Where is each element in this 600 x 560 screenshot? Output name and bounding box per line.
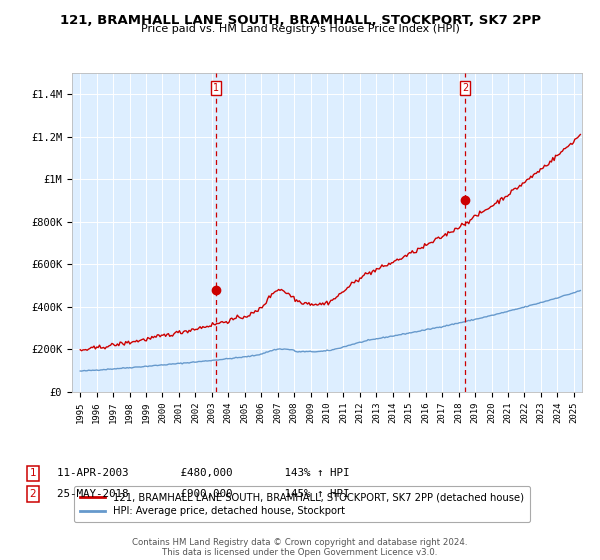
Text: 1: 1 [29,468,37,478]
Text: Contains HM Land Registry data © Crown copyright and database right 2024.
This d: Contains HM Land Registry data © Crown c… [132,538,468,557]
Text: 2: 2 [462,83,469,93]
Text: 25-MAY-2018        £900,000        145% ↑ HPI: 25-MAY-2018 £900,000 145% ↑ HPI [57,489,349,499]
Text: 2: 2 [29,489,37,499]
Legend: 121, BRAMHALL LANE SOUTH, BRAMHALL, STOCKPORT, SK7 2PP (detached house), HPI: Av: 121, BRAMHALL LANE SOUTH, BRAMHALL, STOC… [74,487,530,522]
Text: 11-APR-2003        £480,000        143% ↑ HPI: 11-APR-2003 £480,000 143% ↑ HPI [57,468,349,478]
Text: Price paid vs. HM Land Registry's House Price Index (HPI): Price paid vs. HM Land Registry's House … [140,24,460,34]
Text: 1: 1 [213,83,220,93]
Text: 121, BRAMHALL LANE SOUTH, BRAMHALL, STOCKPORT, SK7 2PP: 121, BRAMHALL LANE SOUTH, BRAMHALL, STOC… [59,14,541,27]
